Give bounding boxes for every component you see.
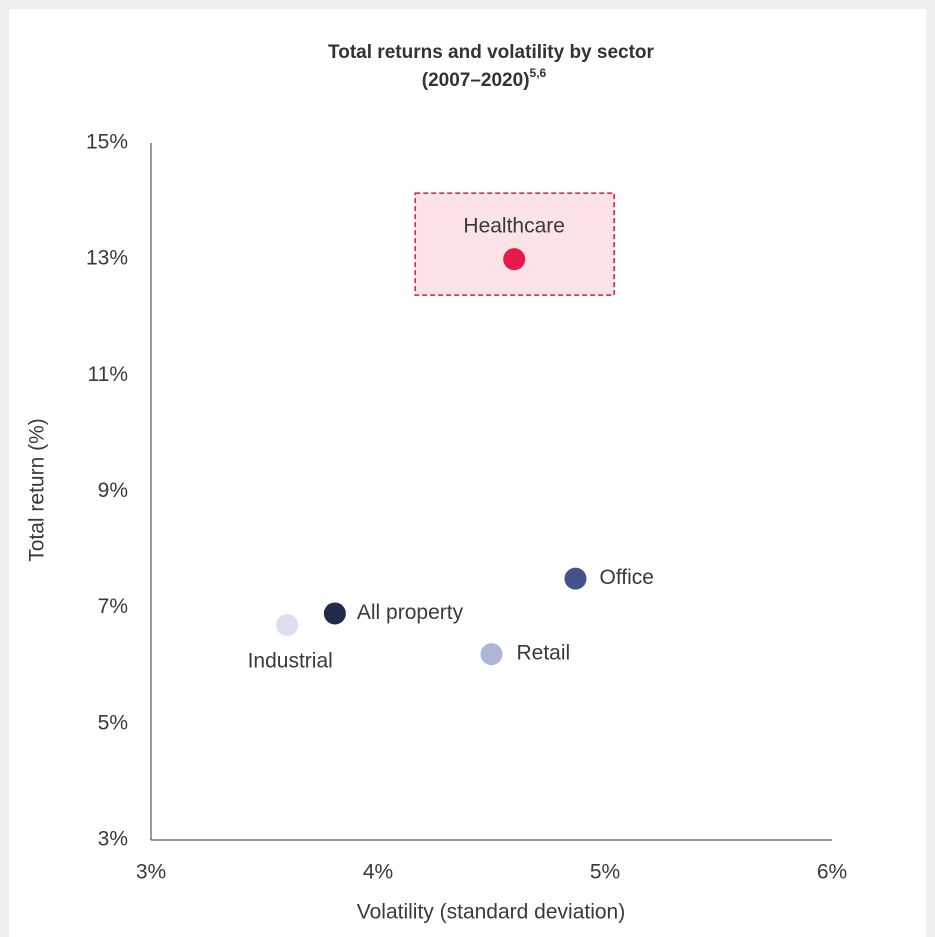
title-superscript: 5,6 bbox=[530, 66, 547, 80]
x-axis-label: Volatility (standard deviation) bbox=[357, 901, 625, 924]
chart-title: (2007–2020) bbox=[422, 70, 530, 91]
y-tick-label: 7% bbox=[98, 595, 128, 618]
point bbox=[503, 248, 526, 271]
x-tick-label: 4% bbox=[363, 861, 393, 884]
point-label: All property bbox=[357, 601, 464, 624]
highlight-box bbox=[414, 192, 615, 296]
x-tick-label: 6% bbox=[817, 861, 847, 884]
y-tick-label: 3% bbox=[98, 828, 128, 851]
point bbox=[276, 614, 299, 637]
panel bbox=[9, 9, 926, 937]
y-tick-label: 13% bbox=[86, 247, 128, 270]
point-label: Industrial bbox=[248, 650, 333, 673]
y-tick-label: 11% bbox=[88, 363, 128, 386]
point bbox=[480, 643, 503, 666]
chart-title: Total returns and volatility by sector bbox=[328, 42, 654, 63]
chart-title: (2007–2020)5,6 bbox=[422, 66, 547, 91]
y-axis-label: Total return (%) bbox=[26, 418, 49, 562]
y-tick-label: 5% bbox=[98, 711, 128, 734]
y-tick-label: 15% bbox=[86, 131, 128, 154]
point-label: Office bbox=[599, 566, 653, 589]
point-label: Retail bbox=[517, 642, 571, 665]
x-tick-label: 5% bbox=[590, 861, 620, 884]
point bbox=[323, 602, 346, 625]
point-label: Healthcare bbox=[463, 215, 565, 238]
x-tick-label: 3% bbox=[136, 861, 166, 884]
point bbox=[564, 567, 587, 590]
y-tick-label: 9% bbox=[98, 479, 128, 502]
